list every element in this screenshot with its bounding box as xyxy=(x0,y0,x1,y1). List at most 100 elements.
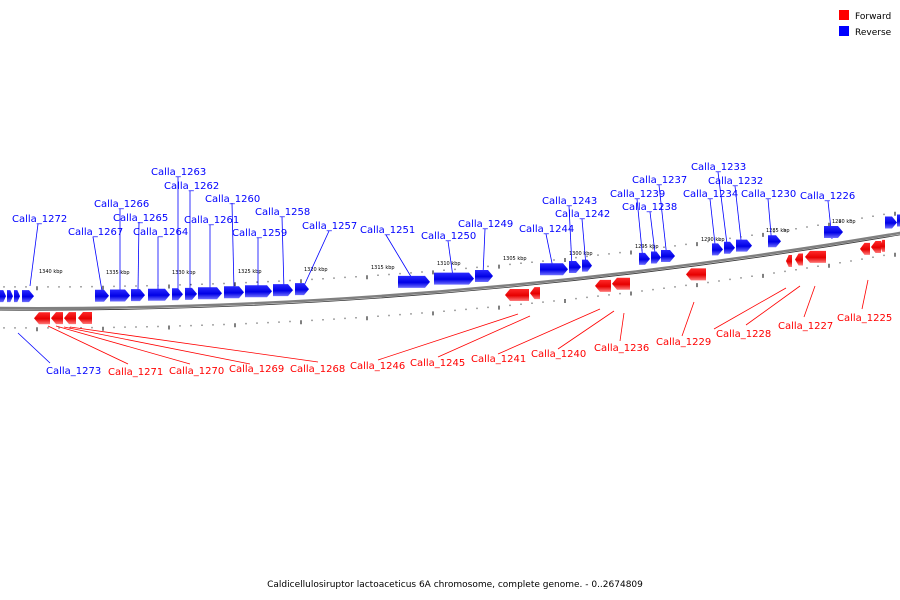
gene-label[interactable]: Calla_1227 xyxy=(778,321,833,332)
gene-label[interactable]: Calla_1251 xyxy=(360,225,415,236)
gene-label[interactable]: Calla_1245 xyxy=(410,358,465,369)
gene-label[interactable]: Calla_1264 xyxy=(133,227,188,238)
gene-label[interactable]: Calla_1239 xyxy=(610,189,665,200)
gene-arrow[interactable] xyxy=(880,239,885,252)
gene-arrow[interactable] xyxy=(712,243,723,256)
gene-arrow[interactable] xyxy=(110,289,130,302)
gene-arrow[interactable] xyxy=(612,277,630,290)
gene-arrow[interactable] xyxy=(824,226,843,239)
gene-arrow[interactable] xyxy=(569,260,581,273)
gene-arrow[interactable] xyxy=(224,286,244,299)
gene-arrow[interactable] xyxy=(295,283,309,296)
gene-arrow[interactable] xyxy=(540,263,568,276)
gene-arrow[interactable] xyxy=(795,253,803,266)
gene-label[interactable]: Calla_1246 xyxy=(350,361,405,372)
gene-label[interactable]: Calla_1259 xyxy=(232,228,287,239)
kbp-label: 1280 kbp xyxy=(832,219,856,225)
gene-arrow[interactable] xyxy=(595,279,611,292)
gene-arrow[interactable] xyxy=(768,235,781,248)
gene-label[interactable]: Calla_1260 xyxy=(205,194,260,205)
kbp-label: 1290 kbp xyxy=(701,237,725,243)
kbp-label: 1335 kbp xyxy=(106,270,130,276)
gene-label[interactable]: Calla_1244 xyxy=(519,224,574,235)
kbp-label: 1315 kbp xyxy=(371,265,395,271)
gene-arrow[interactable] xyxy=(51,312,63,325)
gene-label[interactable]: Calla_1232 xyxy=(708,176,763,187)
gene-arrow[interactable] xyxy=(651,251,661,264)
gene-label[interactable]: Calla_1257 xyxy=(302,221,357,232)
gene-arrow[interactable] xyxy=(7,290,13,303)
gene-label[interactable]: Calla_1226 xyxy=(800,191,855,202)
gene-arrow[interactable] xyxy=(148,288,170,301)
gene-label[interactable]: Calla_1225 xyxy=(837,313,892,324)
legend-forward-label: Forward xyxy=(855,12,891,22)
gene-arrow[interactable] xyxy=(805,250,826,263)
gene-arrow[interactable] xyxy=(686,268,706,281)
kbp-label: 1340 kbp xyxy=(39,269,63,275)
gene-label[interactable]: Calla_1229 xyxy=(656,337,711,348)
kbp-label: 1305 kbp xyxy=(503,256,527,262)
label-connectors-forward xyxy=(47,279,869,365)
gene-arrow[interactable] xyxy=(34,312,50,325)
gene-arrow[interactable] xyxy=(64,312,76,325)
gene-arrow[interactable] xyxy=(530,287,540,300)
gene-label[interactable]: Calla_1228 xyxy=(716,329,771,340)
gene-label[interactable]: Calla_1230 xyxy=(741,189,796,200)
forward-gene-labels: Calla_1271 Calla_1270 Calla_1269 Calla_1… xyxy=(108,313,892,378)
gene-label[interactable]: Calla_1267 xyxy=(68,227,123,238)
gene-arrow[interactable] xyxy=(78,311,92,324)
gene-arrow[interactable] xyxy=(22,290,34,303)
gene-label[interactable]: Calla_1238 xyxy=(622,202,677,213)
gene-label[interactable]: Calla_1263 xyxy=(151,167,206,178)
gene-label[interactable]: Calla_1240 xyxy=(531,349,586,360)
gene-label[interactable]: Calla_1258 xyxy=(255,207,310,218)
gene-arrow[interactable] xyxy=(398,275,430,288)
gene-label[interactable]: Calla_1266 xyxy=(94,199,149,210)
figure-caption: Caldicellulosiruptor lactoaceticus 6A ch… xyxy=(267,580,643,590)
gene-label[interactable]: Calla_1243 xyxy=(542,196,597,207)
gene-arrow[interactable] xyxy=(14,290,20,303)
gene-label[interactable]: Calla_1268 xyxy=(290,364,345,375)
gene-arrow[interactable] xyxy=(0,290,6,303)
gene-arrow[interactable] xyxy=(582,259,592,272)
gene-arrow[interactable] xyxy=(172,288,183,301)
gene-label[interactable]: Calla_1273 xyxy=(46,366,101,377)
gene-arrow[interactable] xyxy=(505,288,529,301)
gene-label[interactable]: Calla_1250 xyxy=(421,231,476,242)
gene-arrow[interactable] xyxy=(860,242,870,255)
gene-arrow[interactable] xyxy=(897,214,900,227)
gene-label[interactable]: Calla_1265 xyxy=(113,213,168,224)
gene-label[interactable]: Calla_1241 xyxy=(471,354,526,365)
gene-arrow[interactable] xyxy=(95,289,109,302)
gene-arrow[interactable] xyxy=(198,287,222,300)
gene-label[interactable]: Calla_1271 xyxy=(108,367,163,378)
gene-arrow[interactable] xyxy=(724,241,735,254)
gene-arrow[interactable] xyxy=(185,287,197,300)
gene-label[interactable]: Calla_1242 xyxy=(555,209,610,220)
gene-arrow[interactable] xyxy=(434,272,474,285)
gene-label[interactable]: Calla_1272 xyxy=(12,214,67,225)
gene-arrow[interactable] xyxy=(475,270,493,283)
gene-arrow[interactable] xyxy=(885,216,897,229)
gene-arrow[interactable] xyxy=(273,284,293,297)
gene-label[interactable]: Calla_1262 xyxy=(164,181,219,192)
gene-arrow[interactable] xyxy=(639,252,650,265)
gene-arrow[interactable] xyxy=(786,255,792,268)
kbp-label: 1320 kbp xyxy=(304,267,328,273)
gene-label[interactable]: Calla_1237 xyxy=(632,175,687,186)
gene-arrow[interactable] xyxy=(736,239,752,252)
gene-label[interactable]: Calla_1270 xyxy=(169,366,224,377)
gene-label[interactable]: Calla_1249 xyxy=(458,219,513,230)
kbp-label: 1310 kbp xyxy=(437,261,461,267)
kbp-label: 1295 kbp xyxy=(635,244,659,250)
gene-label[interactable]: Calla_1269 xyxy=(229,364,284,375)
gene-arrow[interactable] xyxy=(871,241,881,254)
gene-label[interactable]: Calla_1233 xyxy=(691,162,746,173)
gene-arrow[interactable] xyxy=(245,285,272,298)
gene-label[interactable]: Calla_1236 xyxy=(594,343,649,354)
gene-label[interactable]: Calla_1234 xyxy=(683,189,738,200)
gene-label[interactable]: Calla_1261 xyxy=(184,215,239,226)
gene-arrow[interactable] xyxy=(661,249,675,262)
gene-arrow[interactable] xyxy=(131,289,145,302)
